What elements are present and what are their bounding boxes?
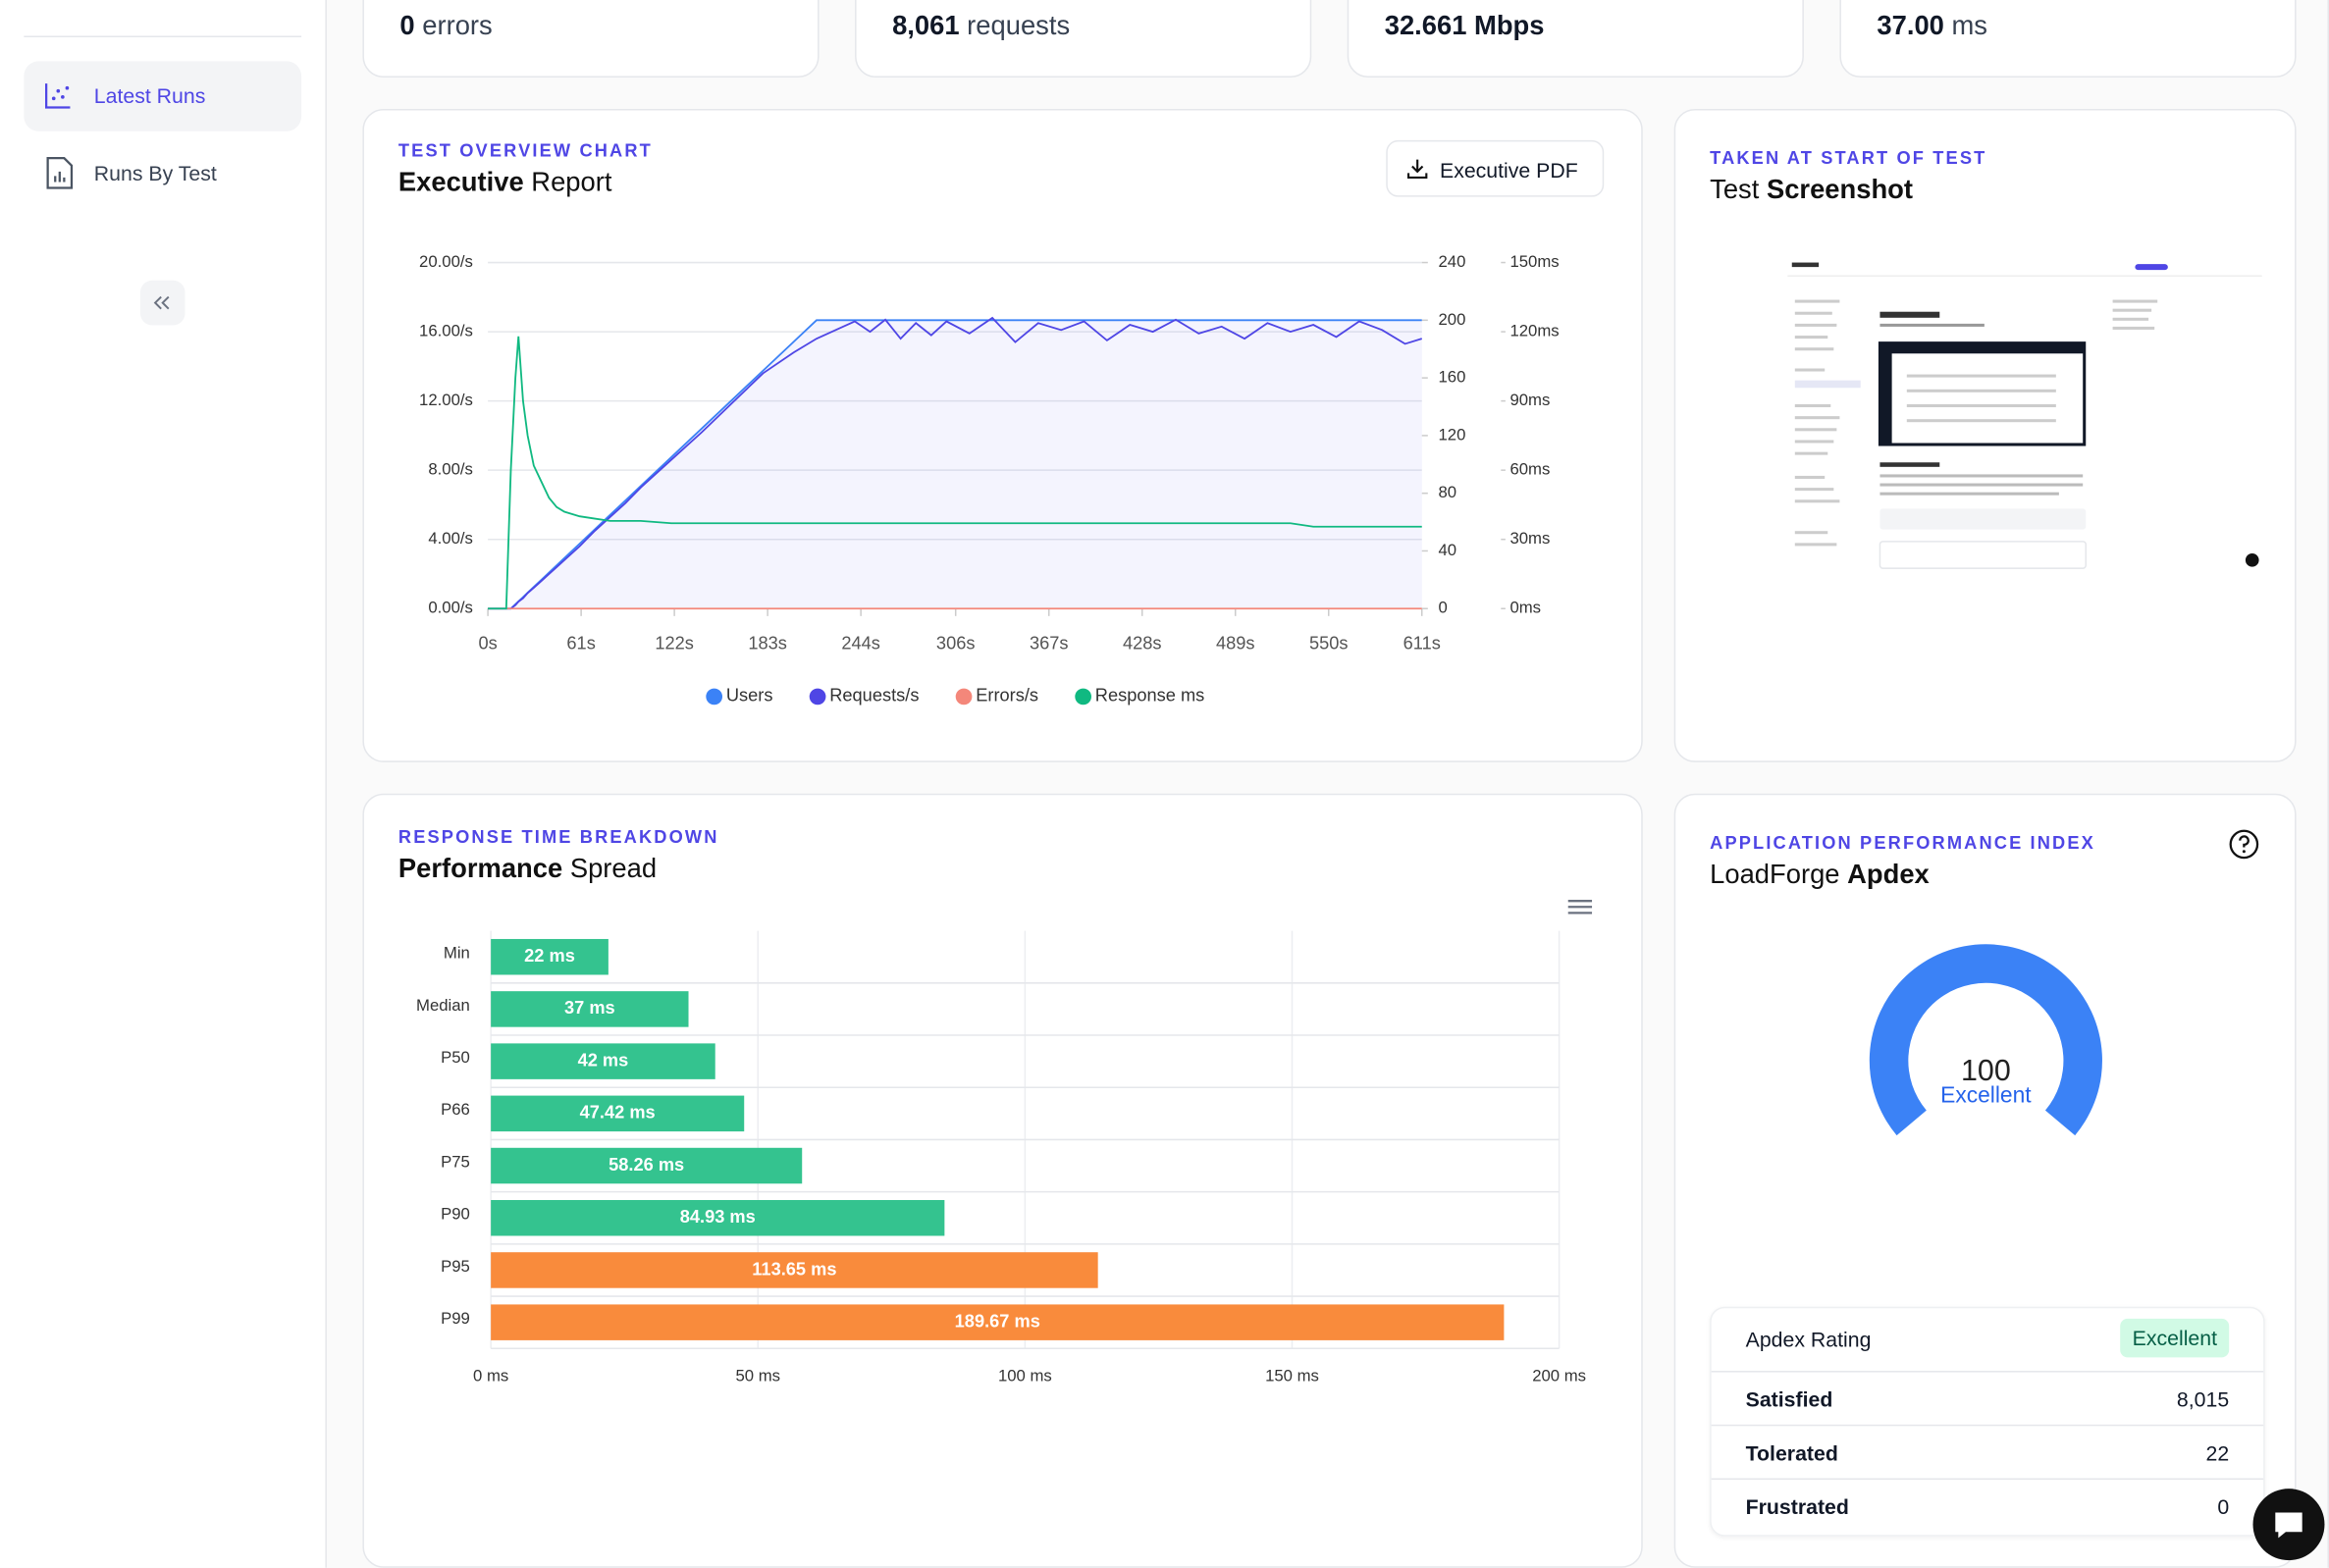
- chat-icon: [2253, 1489, 2325, 1560]
- y-tick-label: Min: [444, 944, 470, 963]
- bar-label: 22 ms: [524, 945, 575, 966]
- area: [488, 320, 1422, 608]
- x-tick-label: 100 ms: [998, 1367, 1052, 1385]
- y3-tick-label: 150ms: [1509, 252, 1559, 271]
- x-tick-label: 611s: [1403, 633, 1441, 653]
- bar-label: 113.65 ms: [752, 1258, 836, 1279]
- legend-swatch: [810, 689, 826, 706]
- x-tick-label: 306s: [936, 633, 976, 653]
- y-tick-label: P90: [441, 1205, 470, 1224]
- y-tick-label: 16.00/s: [419, 322, 473, 340]
- bar-label: 47.42 ms: [580, 1102, 656, 1123]
- y-tick-label: 12.00/s: [419, 391, 473, 409]
- y-tick-label: 0.00/s: [428, 599, 473, 617]
- x-tick-label: 200 ms: [1532, 1367, 1586, 1385]
- x-tick-label: 489s: [1216, 633, 1255, 653]
- legend-swatch: [956, 689, 973, 706]
- y2-tick-label: 120: [1438, 425, 1465, 444]
- bar-label: 42 ms: [578, 1049, 629, 1070]
- y-tick-label: P75: [441, 1152, 470, 1171]
- x-tick-label: 0 ms: [473, 1367, 508, 1385]
- legend-label: Response ms: [1095, 685, 1204, 706]
- x-tick-label: 122s: [655, 633, 694, 653]
- y2-tick-label: 200: [1438, 310, 1465, 329]
- legend-label: Users: [726, 685, 773, 706]
- y-tick-label: P50: [441, 1048, 470, 1067]
- legend-label: Errors/s: [976, 685, 1038, 706]
- y3-tick-label: 90ms: [1509, 391, 1550, 409]
- x-tick-label: 428s: [1123, 633, 1162, 653]
- y-tick-label: 4.00/s: [428, 529, 473, 548]
- y2-tick-label: 240: [1438, 252, 1465, 271]
- y-tick-label: Median: [416, 996, 470, 1015]
- legend-swatch: [706, 689, 722, 706]
- y3-tick-label: 0ms: [1509, 599, 1541, 617]
- x-tick-label: 183s: [748, 633, 787, 653]
- bar-label: 84.93 ms: [680, 1206, 756, 1227]
- x-tick-label: 50 ms: [735, 1367, 780, 1385]
- gauge-rating: Excellent: [1940, 1081, 2032, 1107]
- x-tick-label: 61s: [566, 633, 595, 653]
- y-tick-label: 8.00/s: [428, 460, 473, 479]
- y-tick-label: P66: [441, 1100, 470, 1119]
- y2-tick-label: 0: [1438, 599, 1447, 617]
- legend-label: Requests/s: [829, 685, 919, 706]
- y3-tick-label: 120ms: [1509, 322, 1559, 340]
- bar-label: 58.26 ms: [609, 1154, 684, 1175]
- x-tick-label: 0s: [478, 633, 497, 653]
- bar-label: 189.67 ms: [955, 1310, 1040, 1331]
- x-tick-label: 367s: [1030, 633, 1069, 653]
- y3-tick-label: 60ms: [1509, 460, 1550, 479]
- x-tick-label: 244s: [841, 633, 880, 653]
- y-tick-label: P95: [441, 1257, 470, 1276]
- legend-swatch: [1075, 689, 1091, 706]
- x-tick-label: 550s: [1309, 633, 1349, 653]
- y2-tick-label: 160: [1438, 368, 1465, 387]
- legend: Users Requests/s Errors/s Response ms: [706, 685, 1204, 706]
- y3-tick-label: 30ms: [1509, 529, 1550, 548]
- chat-button[interactable]: [2253, 1489, 2325, 1560]
- y-tick-label: P99: [441, 1309, 470, 1328]
- y2-tick-label: 40: [1438, 541, 1456, 559]
- bar-label: 37 ms: [564, 997, 615, 1018]
- y2-tick-label: 80: [1438, 483, 1456, 501]
- x-tick-label: 150 ms: [1265, 1367, 1319, 1385]
- y-tick-label: 20.00/s: [419, 252, 473, 271]
